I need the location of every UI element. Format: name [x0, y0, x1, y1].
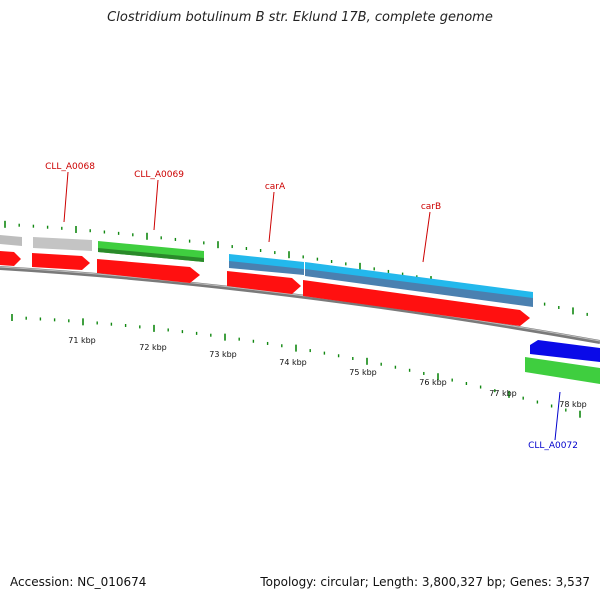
- genome-backbone-highlight: [0, 266, 600, 342]
- label-leader-line: [63, 171, 69, 223]
- gene-label-cll-a0069[interactable]: CLL_A0069: [134, 170, 184, 180]
- gene-feature-cyan-carb-shade[interactable]: [305, 269, 533, 307]
- cds-arrow[interactable]: [32, 253, 90, 270]
- scale-label: 78 kbp: [559, 400, 587, 409]
- scale-label: 76 kbp: [419, 378, 447, 387]
- gene-feature-blue[interactable]: [530, 340, 600, 362]
- genome-backbone: [0, 266, 600, 344]
- cds-arrow[interactable]: [97, 259, 200, 283]
- gene-label-cll-a0068[interactable]: CLL_A0068: [45, 162, 95, 172]
- scale-label: 77 kbp: [489, 389, 517, 398]
- label-leader-line: [554, 391, 561, 441]
- gene-feature-gray[interactable]: [33, 237, 92, 251]
- scale-label: 75 kbp: [349, 368, 377, 377]
- gene-label-carb[interactable]: carB: [421, 202, 441, 212]
- scale-label: 73 kbp: [209, 350, 237, 359]
- gene-feature-cyan-cara-shade[interactable]: [229, 261, 304, 275]
- cds-arrow[interactable]: [227, 271, 301, 294]
- accession-text: Accession: NC_010674: [10, 575, 147, 589]
- label-leader-line: [268, 191, 275, 243]
- scale-label: 71 kbp: [68, 336, 96, 345]
- label-leader-line: [422, 211, 431, 263]
- cds-arrow[interactable]: [0, 251, 21, 266]
- scale-label: 74 kbp: [279, 358, 307, 367]
- genome-summary-text: Topology: circular; Length: 3,800,327 bp…: [260, 575, 590, 589]
- scale-label: 72 kbp: [139, 343, 167, 352]
- gene-feature-green-dark[interactable]: [98, 248, 204, 262]
- gene-feature-green-lower[interactable]: [525, 357, 600, 384]
- gene-label-cll-a0072[interactable]: CLL_A0072: [528, 441, 578, 451]
- map-title: Clostridium botulinum B str. Eklund 17B,…: [107, 10, 493, 25]
- cds-arrow[interactable]: [303, 280, 530, 326]
- gene-label-cara[interactable]: carA: [265, 182, 286, 192]
- inner-tick-row: [11, 314, 581, 418]
- gene-feature-gray[interactable]: [0, 235, 22, 246]
- label-leader-line: [153, 179, 159, 231]
